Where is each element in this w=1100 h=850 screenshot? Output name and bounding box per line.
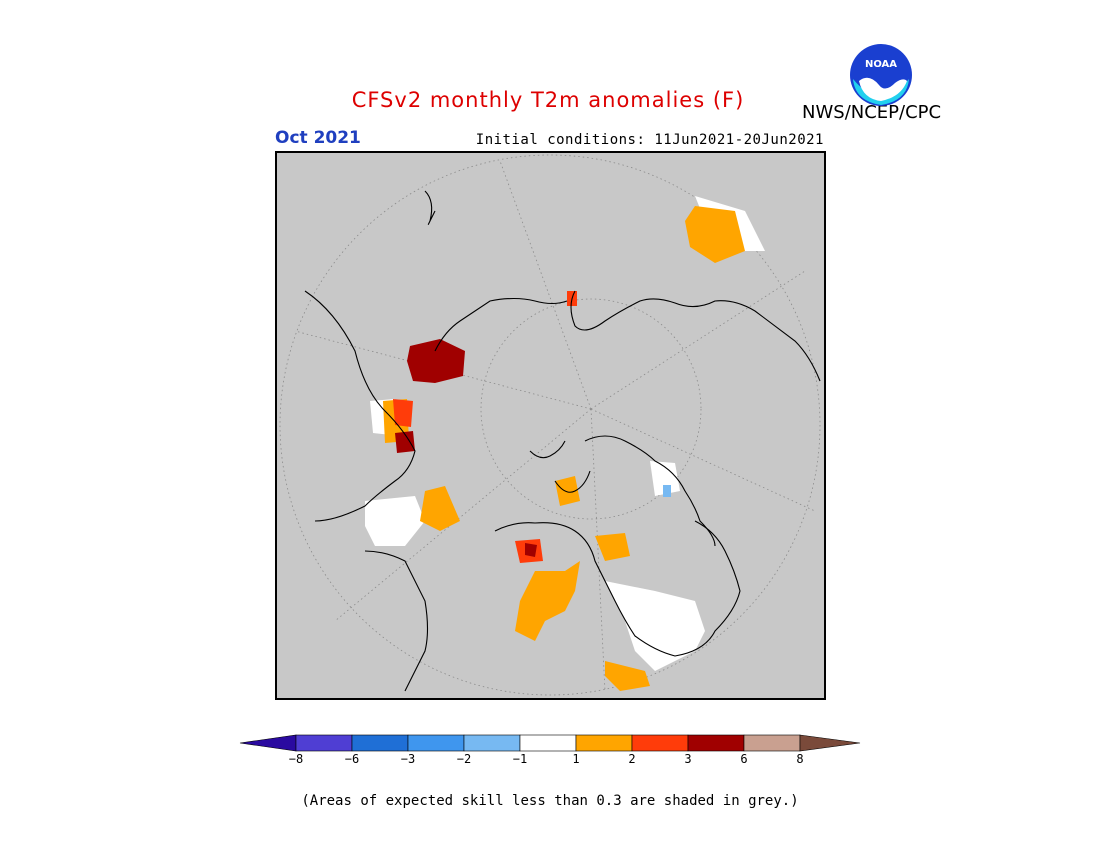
colorbar-bin-10 xyxy=(799,734,861,752)
colorbar-tick: 6 xyxy=(740,752,748,766)
polar-map xyxy=(275,151,826,700)
colorbar-bin-5 xyxy=(519,734,577,752)
colorbar-tick: 3 xyxy=(684,752,692,766)
target-month: Oct 2021 xyxy=(275,128,361,148)
coastlines xyxy=(304,190,821,692)
footnote: (Areas of expected skill less than 0.3 a… xyxy=(301,793,799,809)
colorbar-tick: −1 xyxy=(512,752,528,766)
anomaly-fill-orange xyxy=(383,206,745,691)
map-title: CFSv2 monthly T2m anomalies (F) xyxy=(351,88,745,112)
colorbar-ticks: −8 −6 −3 −2 −1 1 2 3 6 8 xyxy=(0,752,1100,772)
colorbar-tick: −6 xyxy=(344,752,360,766)
colorbar-bin-9 xyxy=(743,734,801,752)
anomaly-fill-lightblue xyxy=(663,485,671,497)
logo-text: NOAA xyxy=(865,59,897,70)
colorbar-bin-0 xyxy=(239,734,297,752)
colorbar-bin-2 xyxy=(351,734,409,752)
colorbar-tick: 1 xyxy=(572,752,580,766)
colorbar-tick: 2 xyxy=(628,752,636,766)
colorbar-tick: 8 xyxy=(796,752,804,766)
colorbar-tick: −8 xyxy=(288,752,304,766)
colorbar-bin-6 xyxy=(575,734,633,752)
colorbar-bin-7 xyxy=(631,734,689,752)
colorbar-bin-3 xyxy=(407,734,465,752)
noaa-logo: NOAA xyxy=(850,44,912,106)
colorbar xyxy=(239,734,861,752)
colorbar-bin-4 xyxy=(463,734,521,752)
colorbar-bin-8 xyxy=(687,734,745,752)
agency-label: NWS/NCEP/CPC xyxy=(802,102,942,123)
anomaly-fill-darkred xyxy=(395,339,537,557)
colorbar-tick: −3 xyxy=(400,752,416,766)
colorbar-bin-1 xyxy=(295,734,353,752)
colorbar-tick: −2 xyxy=(456,752,472,766)
map-frame xyxy=(275,151,826,700)
initial-conditions: Initial conditions: 11Jun2021-20Jun2021 xyxy=(475,132,824,148)
